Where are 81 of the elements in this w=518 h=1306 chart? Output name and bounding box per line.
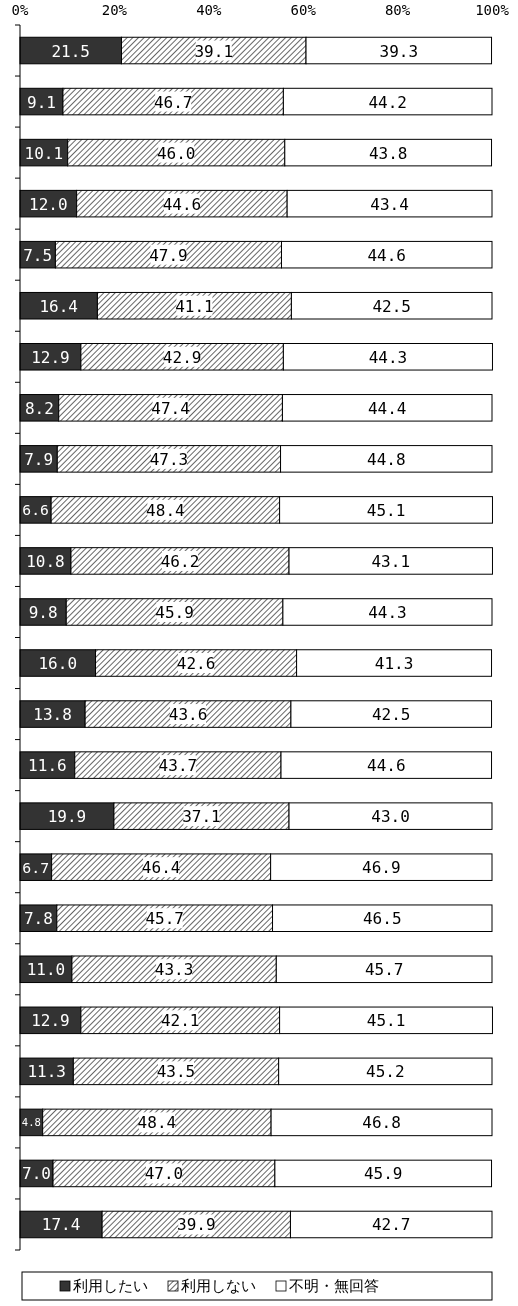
data-label: 45.9 bbox=[155, 602, 194, 622]
data-label: 12.9 bbox=[31, 1011, 70, 1031]
data-label: 21.5 bbox=[51, 41, 91, 61]
data-label: 11.3 bbox=[27, 1062, 66, 1082]
x-tick-label: 20% bbox=[101, 2, 128, 18]
data-label: 45.1 bbox=[366, 1011, 406, 1031]
x-tick-label: 60% bbox=[290, 2, 317, 18]
data-label: 47.3 bbox=[149, 449, 189, 469]
x-tick-label: 80% bbox=[384, 2, 411, 18]
data-label: 48.4 bbox=[137, 1113, 177, 1133]
data-label: 43.6 bbox=[168, 705, 208, 725]
data-label: 45.1 bbox=[366, 500, 406, 520]
data-label: 39.3 bbox=[379, 41, 419, 61]
data-label: 46.5 bbox=[362, 909, 402, 929]
data-label: 7.5 bbox=[23, 245, 53, 265]
data-label: 44.3 bbox=[368, 347, 408, 367]
data-label: 43.8 bbox=[368, 143, 408, 163]
data-label: 45.7 bbox=[364, 960, 404, 980]
data-label: 44.8 bbox=[367, 449, 406, 469]
data-label: 46.4 bbox=[141, 858, 181, 878]
data-label: 9.1 bbox=[27, 92, 56, 112]
data-label: 8.2 bbox=[24, 398, 54, 418]
data-label: 41.1 bbox=[175, 296, 214, 316]
data-label: 19.9 bbox=[47, 807, 87, 827]
x-tick-label: 40% bbox=[196, 2, 223, 18]
data-label: 39.1 bbox=[194, 41, 234, 61]
data-label: 39.9 bbox=[177, 1215, 216, 1235]
data-label: 43.4 bbox=[370, 194, 409, 214]
data-label: 41.3 bbox=[374, 654, 414, 674]
data-label: 42.5 bbox=[372, 296, 411, 316]
data-label: 48.4 bbox=[146, 500, 185, 520]
data-label: 42.7 bbox=[371, 1215, 411, 1235]
data-label: 7.0 bbox=[22, 1164, 51, 1184]
data-label: 46.2 bbox=[160, 551, 200, 571]
data-label: 43.1 bbox=[371, 551, 411, 571]
data-label: 6.6 bbox=[22, 501, 49, 519]
data-label: 42.5 bbox=[371, 705, 411, 725]
data-label: 7.9 bbox=[24, 449, 54, 469]
data-label: 44.6 bbox=[162, 194, 202, 214]
data-label: 43.7 bbox=[158, 756, 198, 776]
data-label: 9.8 bbox=[28, 602, 58, 622]
data-label: 4.8 bbox=[21, 1116, 41, 1129]
data-label: 46.7 bbox=[153, 92, 193, 112]
data-label: 43.5 bbox=[156, 1062, 196, 1082]
data-label: 10.8 bbox=[26, 551, 65, 571]
data-label: 43.3 bbox=[154, 960, 194, 980]
data-label: 12.9 bbox=[31, 347, 70, 367]
data-label: 43.0 bbox=[371, 807, 410, 827]
data-label: 42.6 bbox=[176, 654, 216, 674]
data-label: 46.0 bbox=[156, 143, 196, 163]
legend-label: 不明・無回答 bbox=[289, 1277, 379, 1295]
data-label: 11.0 bbox=[26, 960, 66, 980]
data-label: 44.6 bbox=[367, 756, 406, 776]
data-label: 13.8 bbox=[33, 705, 72, 725]
data-label: 16.0 bbox=[38, 654, 78, 674]
data-label: 7.8 bbox=[23, 909, 53, 929]
data-label: 11.6 bbox=[28, 756, 67, 776]
data-label: 44.2 bbox=[368, 92, 407, 112]
legend-label: 利用しない bbox=[181, 1277, 256, 1295]
data-label: 10.1 bbox=[24, 143, 64, 163]
data-label: 47.4 bbox=[151, 398, 190, 418]
data-label: 16.4 bbox=[39, 296, 78, 316]
data-label: 47.0 bbox=[144, 1164, 184, 1184]
data-label: 45.9 bbox=[363, 1164, 403, 1184]
data-label: 37.1 bbox=[182, 807, 221, 827]
data-label: 46.8 bbox=[362, 1113, 401, 1133]
x-tick-label: 0% bbox=[11, 2, 29, 18]
data-label: 17.4 bbox=[41, 1215, 81, 1235]
x-tick-label: 100% bbox=[475, 2, 510, 18]
data-label: 6.7 bbox=[22, 858, 50, 877]
data-label: 45.7 bbox=[145, 909, 184, 929]
data-label: 42.1 bbox=[160, 1011, 200, 1031]
data-label: 44.3 bbox=[368, 602, 407, 622]
data-label: 46.9 bbox=[362, 858, 401, 878]
data-label: 45.2 bbox=[366, 1062, 405, 1082]
data-label: 42.9 bbox=[162, 347, 202, 367]
data-label: 12.0 bbox=[29, 194, 68, 214]
legend-label: 利用したい bbox=[73, 1277, 148, 1295]
data-label: 47.9 bbox=[149, 245, 188, 265]
data-label: 44.4 bbox=[367, 398, 407, 418]
data-label: 44.6 bbox=[367, 245, 407, 265]
